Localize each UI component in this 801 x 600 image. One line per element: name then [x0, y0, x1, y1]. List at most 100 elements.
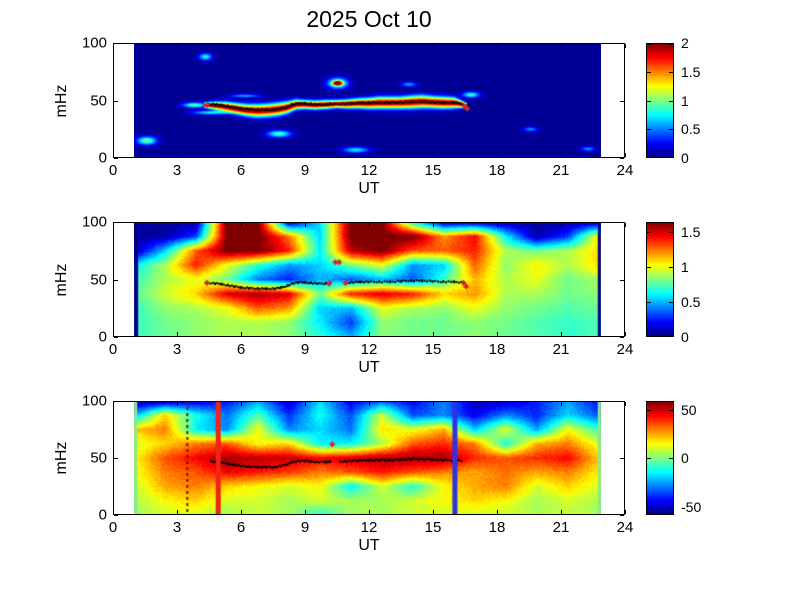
- colorbar-tick-mark: [647, 232, 651, 234]
- x-tick-label: 15: [424, 519, 442, 536]
- colorbar-tick-label: 0: [681, 329, 689, 345]
- x-tick-mark: [497, 153, 498, 157]
- x-tick-label: 0: [108, 341, 118, 358]
- x-tick-label: 0: [108, 519, 118, 536]
- x-tick-mark: [177, 402, 178, 406]
- x-tick-mark: [241, 153, 242, 157]
- colorbar-tick-label: 1: [681, 92, 689, 109]
- y-tick-mark: [114, 100, 118, 102]
- x-tick-label: 24: [616, 162, 634, 179]
- x-tick-mark: [113, 332, 114, 336]
- x-tick-mark: [177, 332, 178, 336]
- x-tick-mark: [625, 223, 626, 227]
- y-tick-label: 100: [81, 392, 107, 410]
- x-tick-mark: [113, 153, 114, 157]
- y-tick-label: 0: [98, 149, 107, 167]
- y-tick-label: 0: [98, 328, 107, 346]
- y-tick-mark: [620, 337, 624, 338]
- x-tick-mark: [113, 223, 114, 227]
- x-tick-mark: [241, 510, 242, 514]
- x-tick-mark: [625, 44, 626, 48]
- x-tick-mark: [369, 223, 370, 227]
- colorbar-tick-mark: [669, 302, 673, 304]
- x-tick-label: 6: [236, 519, 246, 536]
- x-tick-mark: [561, 510, 562, 514]
- y-tick-label: 50: [90, 92, 107, 109]
- axes-box-panel2: [113, 222, 625, 337]
- colorbar-tick-label: 1.5: [681, 224, 701, 241]
- heatmap-canvas-panel3: [134, 401, 601, 515]
- x-tick-mark: [625, 402, 626, 406]
- x-tick-mark: [113, 44, 114, 48]
- y-tick-label: 50: [90, 449, 107, 467]
- y-tick-mark: [114, 279, 118, 281]
- x-tick-mark: [433, 153, 434, 157]
- x-tick-mark: [433, 402, 434, 406]
- y-tick-mark: [114, 401, 118, 402]
- x-tick-mark: [561, 153, 562, 157]
- colorbar-tick-label: -50: [681, 499, 702, 516]
- axes-box-panel1: [113, 43, 625, 158]
- x-tick-label: 6: [236, 341, 246, 358]
- colorbar-tick-label: 0: [681, 150, 689, 166]
- colorbar-tick-label: 1.5: [681, 63, 701, 80]
- colorbar-tick-label: 0.5: [681, 121, 701, 138]
- x-tick-label: 9: [300, 162, 310, 179]
- colorbar-tick-mark: [647, 129, 651, 131]
- x-tick-mark: [369, 153, 370, 157]
- colorbar-tick-mark: [669, 232, 673, 234]
- y-tick-mark: [620, 222, 624, 223]
- x-tick-mark: [177, 153, 178, 157]
- x-tick-mark: [113, 402, 114, 406]
- colorbar-tick-mark: [647, 336, 651, 337]
- y-tick-mark: [620, 279, 624, 281]
- colorbar-tick-label: 50: [681, 401, 697, 418]
- x-tick-label: 3: [172, 162, 182, 179]
- colorbar-tick-label: 2: [681, 35, 689, 51]
- x-tick-label: 6: [236, 162, 246, 179]
- x-tick-mark: [561, 402, 562, 406]
- x-tick-mark: [305, 153, 306, 157]
- y-tick-mark: [114, 458, 118, 459]
- x-tick-mark: [433, 223, 434, 227]
- x-tick-mark: [561, 332, 562, 336]
- x-tick-mark: [369, 332, 370, 336]
- x-tick-mark: [241, 332, 242, 336]
- x-tick-mark: [561, 223, 562, 227]
- y-tick-mark: [114, 43, 118, 44]
- x-tick-mark: [625, 153, 626, 157]
- y-axis-label: mHz: [53, 84, 70, 117]
- x-tick-mark: [305, 510, 306, 514]
- x-tick-label: 24: [616, 341, 634, 358]
- colorbar-tick-label: 0.5: [681, 294, 701, 311]
- x-tick-mark: [305, 402, 306, 406]
- y-tick-mark: [114, 515, 118, 516]
- x-tick-mark: [433, 332, 434, 336]
- x-tick-mark: [177, 510, 178, 514]
- x-axis-label: UT: [358, 537, 380, 554]
- x-tick-mark: [497, 223, 498, 227]
- x-tick-label: 21: [552, 341, 570, 358]
- y-axis-label: mHz: [53, 441, 70, 475]
- colorbar-tick-mark: [647, 71, 651, 73]
- x-tick-mark: [369, 510, 370, 514]
- x-tick-label: 18: [488, 519, 506, 536]
- x-tick-mark: [177, 44, 178, 48]
- x-tick-mark: [497, 332, 498, 336]
- x-tick-mark: [433, 44, 434, 48]
- x-tick-label: 12: [360, 162, 378, 179]
- x-tick-label: 12: [360, 341, 378, 358]
- colorbar-tick-label: 1: [681, 259, 689, 276]
- x-tick-mark: [625, 332, 626, 336]
- x-tick-mark: [497, 402, 498, 406]
- x-tick-mark: [305, 223, 306, 227]
- colorbar-tick-mark: [647, 100, 651, 102]
- colorbar-canvas-2: [646, 222, 674, 337]
- x-axis-label: UT: [358, 359, 380, 376]
- y-tick-label: 0: [98, 506, 107, 524]
- heatmap-canvas-panel1: [134, 43, 601, 158]
- colorbar-box-2: [646, 222, 674, 337]
- figure-title: 2025 Oct 10: [306, 6, 432, 32]
- colorbar-tick-mark: [669, 157, 673, 158]
